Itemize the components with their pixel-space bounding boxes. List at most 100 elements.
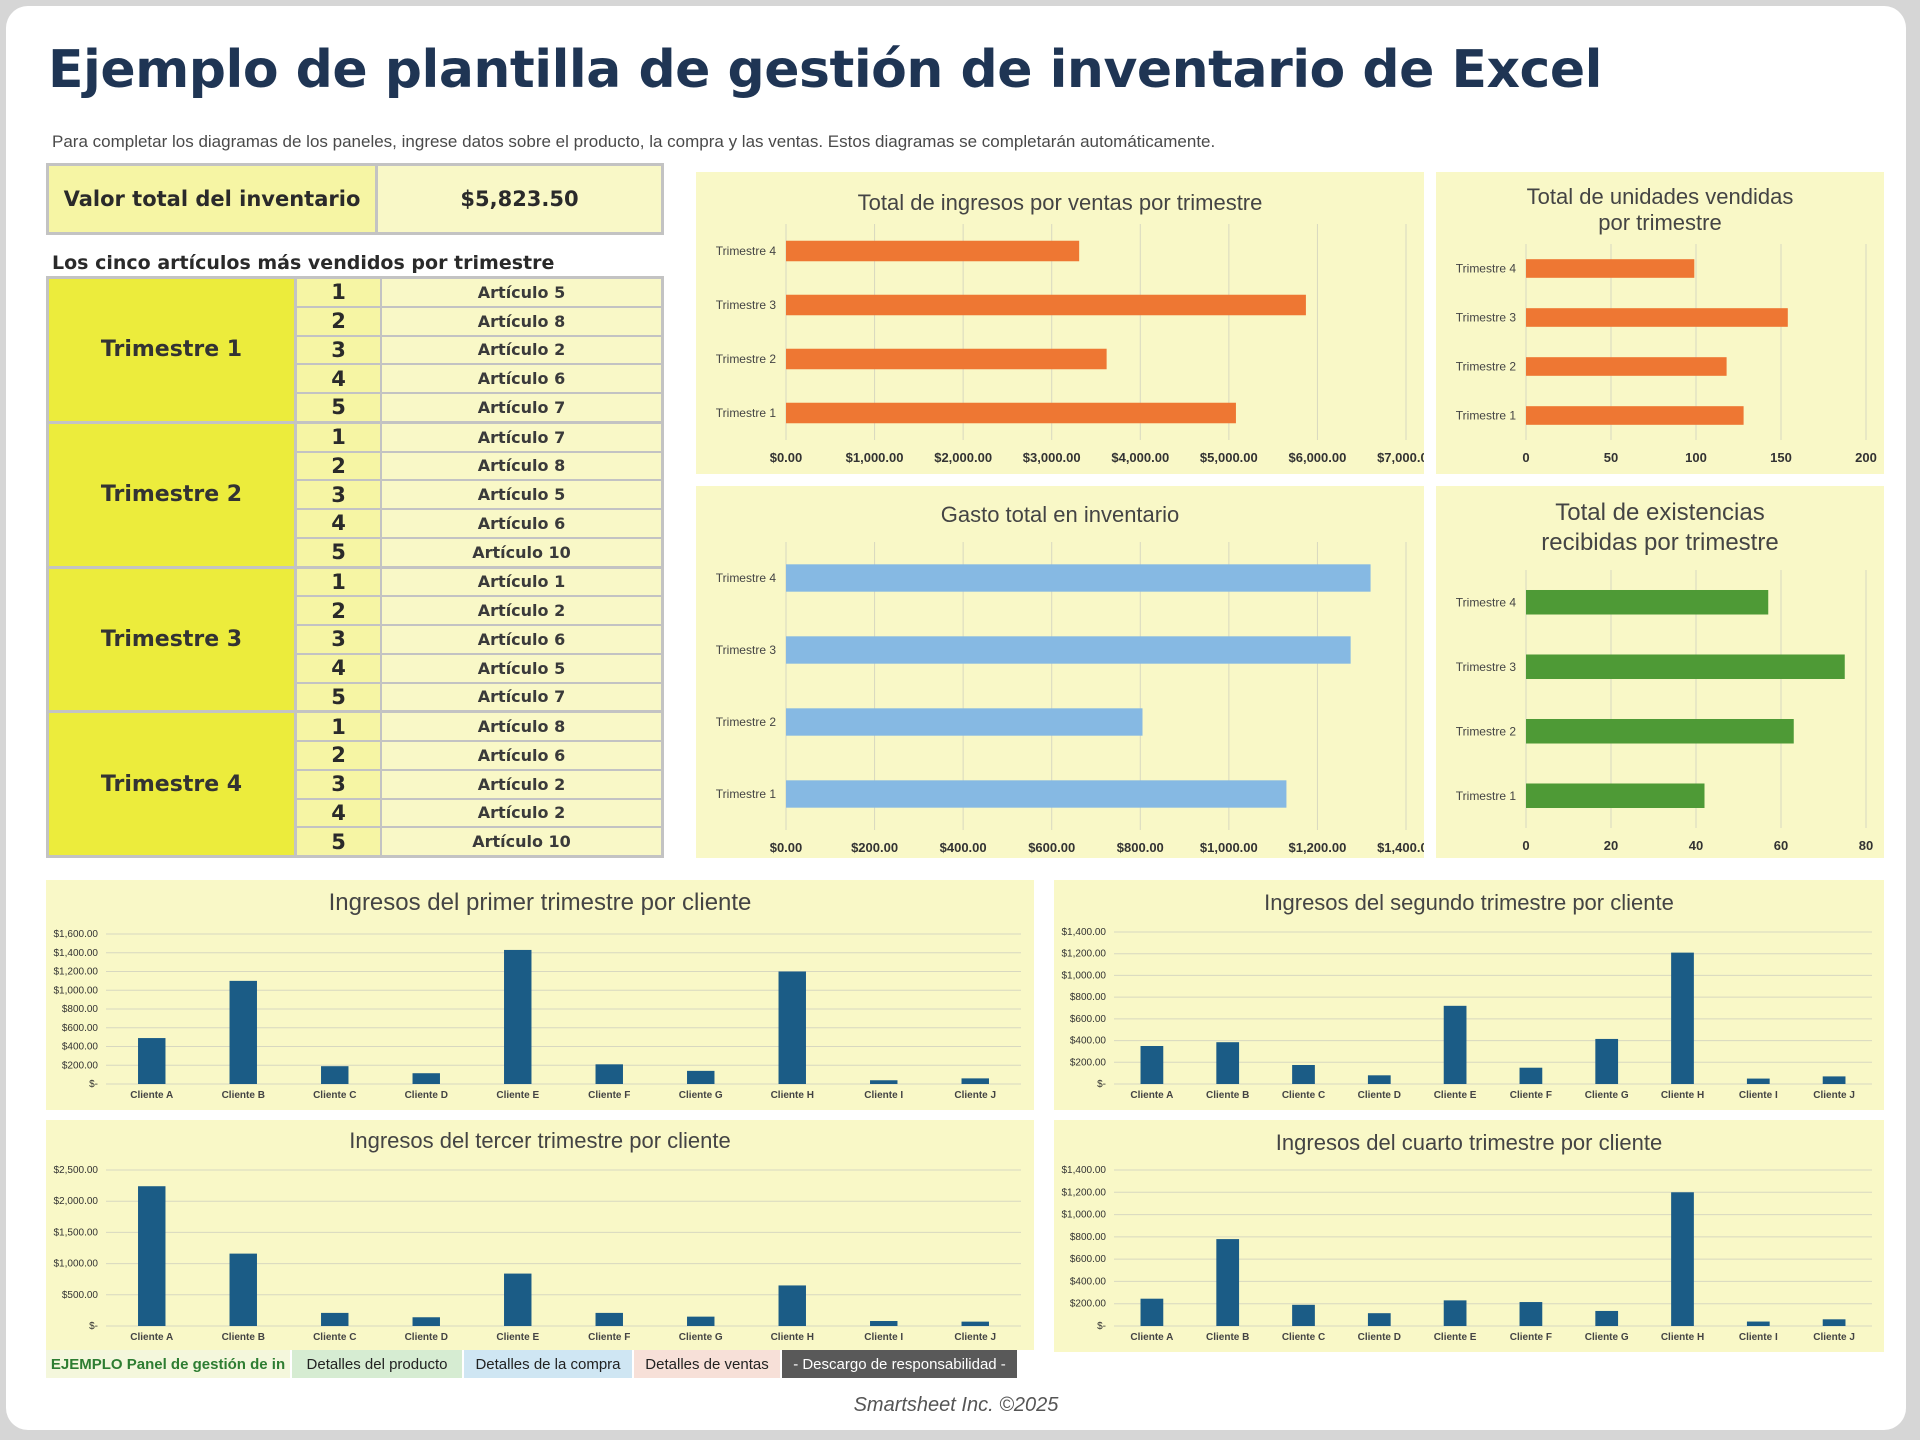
item-cell[interactable]: Artículo 6 [382,510,661,537]
bar[interactable] [961,1078,989,1084]
bar[interactable] [786,780,1287,808]
item-cell[interactable]: Artículo 7 [382,394,661,421]
bar[interactable] [1526,783,1705,809]
item-cell[interactable]: Artículo 5 [382,279,661,306]
bar[interactable] [1526,259,1695,278]
item-cell[interactable]: Artículo 2 [382,770,661,798]
bar[interactable] [1367,1313,1391,1326]
bar[interactable] [1526,589,1769,615]
sheet-tab[interactable]: Detalles del producto [292,1350,462,1378]
quarter-label[interactable]: Trimestre 4 [49,713,294,855]
bar[interactable] [1367,1075,1391,1084]
rank-cell[interactable]: 1 [297,279,380,306]
bar[interactable] [961,1321,989,1326]
rank-cell[interactable]: 3 [297,770,380,798]
rank-cell[interactable]: 3 [297,336,380,364]
item-cell[interactable]: Artículo 8 [382,713,661,740]
item-cell[interactable]: Artículo 7 [382,683,661,711]
bar[interactable] [1519,1067,1543,1084]
bar[interactable] [1526,308,1788,327]
item-cell[interactable]: Artículo 10 [382,538,661,566]
item-cell[interactable]: Artículo 10 [382,828,661,855]
bar[interactable] [1140,1298,1164,1326]
item-cell[interactable]: Artículo 2 [382,336,661,364]
sheet-tab[interactable]: Detalles de la compra [464,1350,632,1378]
bar[interactable] [1746,1078,1770,1084]
rank-cell[interactable]: 2 [297,597,380,624]
bar[interactable] [1526,357,1727,376]
bar[interactable] [1822,1319,1846,1326]
bar[interactable] [504,1273,532,1326]
bar[interactable] [1292,1304,1315,1326]
chart-inventory-spend[interactable]: Gasto total en inventario $0.00 $200.00 $40… [696,486,1424,858]
sheet-tab[interactable]: Detalles de ventas [634,1350,780,1378]
bar[interactable] [1671,1192,1694,1326]
bar[interactable] [778,1285,806,1326]
quarter-label[interactable]: Trimestre 1 [49,279,294,421]
bar[interactable] [1216,1239,1240,1326]
bar[interactable] [786,348,1107,370]
rank-cell[interactable]: 5 [297,394,380,421]
item-cell[interactable]: Artículo 2 [382,799,661,827]
rank-cell[interactable]: 3 [297,626,380,653]
sheet-tab[interactable]: EJEMPLO Panel de gestión de in [46,1350,290,1378]
bar[interactable] [229,1253,257,1326]
item-cell[interactable]: Artículo 1 [382,568,661,596]
sheet-tab[interactable]: - Descargo de responsabilidad - [782,1350,1017,1378]
bar[interactable] [1443,1005,1467,1084]
rank-cell[interactable]: 3 [297,481,380,508]
bar[interactable] [229,980,257,1084]
item-cell[interactable]: Artículo 6 [382,626,661,653]
bar[interactable] [786,240,1080,262]
rank-cell[interactable]: 2 [297,307,380,335]
quarter-label[interactable]: Trimestre 3 [49,568,294,711]
chart-q2-clients[interactable]: Ingresos del segundo trimestre por clien… [1054,880,1884,1110]
bar[interactable] [1595,1310,1619,1326]
bar[interactable] [321,1312,349,1326]
bar[interactable] [138,1038,166,1084]
bar[interactable] [504,949,532,1084]
rank-cell[interactable]: 2 [297,742,380,769]
rank-cell[interactable]: 2 [297,452,380,480]
bar[interactable] [1746,1321,1770,1326]
chart-q3-clients[interactable]: Ingresos del tercer trimestre por client… [46,1120,1034,1350]
rank-cell[interactable]: 5 [297,538,380,566]
bar[interactable] [1292,1065,1315,1084]
bar[interactable] [1519,1302,1543,1326]
chart-units-sold[interactable]: Total de unidades vendidas por trimestre 0… [1436,172,1884,474]
bar[interactable] [412,1073,440,1084]
rank-cell[interactable]: 4 [297,365,380,392]
chart-stock-received[interactable]: Total de existencias recibidas por trimes… [1436,486,1884,858]
bar[interactable] [595,1064,623,1084]
bar[interactable] [1526,718,1794,744]
item-cell[interactable]: Artículo 5 [382,481,661,508]
bar[interactable] [687,1070,715,1084]
rank-cell[interactable]: 4 [297,654,380,682]
chart-q1-clients[interactable]: Ingresos del primer trimestre por client… [46,880,1034,1110]
item-cell[interactable]: Artículo 2 [382,597,661,624]
rank-cell[interactable]: 5 [297,683,380,711]
rank-cell[interactable]: 1 [297,568,380,596]
rank-cell[interactable]: 1 [297,713,380,740]
chart-sales-revenue[interactable]: Total de ingresos por ventas por trimest… [696,172,1424,474]
bar[interactable] [870,1080,898,1084]
bar[interactable] [1216,1042,1240,1084]
bar[interactable] [1595,1038,1619,1084]
bar[interactable] [786,708,1143,736]
bar[interactable] [1822,1076,1846,1084]
rank-cell[interactable]: 4 [297,510,380,537]
bar[interactable] [1526,406,1744,425]
bar[interactable] [1140,1046,1164,1084]
item-cell[interactable]: Artículo 6 [382,742,661,769]
rank-cell[interactable]: 4 [297,799,380,827]
item-cell[interactable]: Artículo 8 [382,452,661,480]
item-cell[interactable]: Artículo 8 [382,307,661,335]
bar[interactable] [870,1321,898,1326]
item-cell[interactable]: Artículo 7 [382,423,661,451]
bar[interactable] [138,1186,166,1326]
quarter-label[interactable]: Trimestre 2 [49,423,294,566]
bar[interactable] [1526,654,1845,680]
item-cell[interactable]: Artículo 5 [382,654,661,682]
bar[interactable] [786,636,1351,664]
bar[interactable] [1671,952,1694,1084]
